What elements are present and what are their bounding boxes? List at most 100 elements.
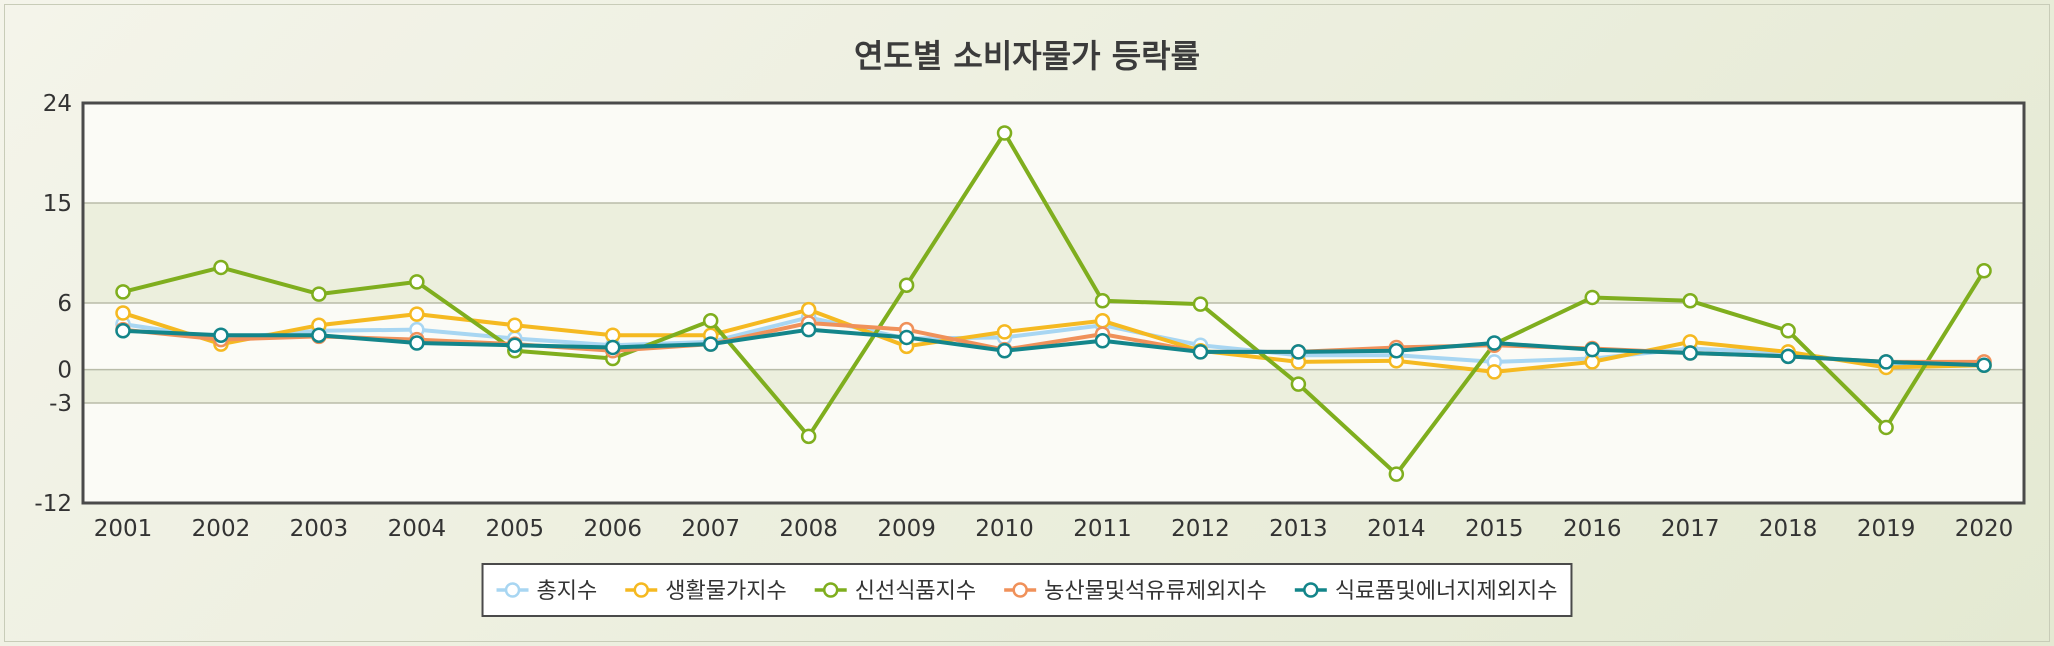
data-point — [1192, 344, 1209, 360]
data-point — [1780, 348, 1796, 365]
x-tick-label: 2003 — [290, 516, 349, 542]
data-point — [115, 305, 131, 321]
legend-item: 생활물가지수 — [625, 579, 787, 604]
legend-item: 농산물및석유류제외지수 — [1004, 579, 1267, 604]
data-point — [1682, 293, 1698, 309]
series-line — [122, 131, 1986, 477]
legend-label: 신선식품지수 — [855, 579, 976, 604]
x-tick-label: 2004 — [388, 516, 447, 542]
data-point — [996, 343, 1013, 359]
series-group — [115, 125, 1992, 482]
data-point — [409, 335, 425, 351]
legend: 총지수 생활물가지수 신선식품지수 농산물및석유류제외지수 식료품및에너지제외지수 — [481, 563, 1573, 617]
y-tick-label: -3 — [49, 391, 72, 417]
plot-band — [83, 403, 2024, 503]
series-line — [122, 327, 1985, 368]
x-axis-ticks: 2001 2002 2003 2004 2005 2006 2007 2008 2009 2010… — [94, 516, 2014, 542]
legend-marker — [822, 582, 839, 598]
legend-marker — [1303, 582, 1319, 598]
data-point — [996, 125, 1013, 141]
data-point — [213, 327, 229, 343]
plot-band — [83, 369, 2024, 403]
data-point — [115, 284, 131, 300]
x-tick-label: 2010 — [975, 516, 1034, 542]
data-point — [409, 306, 425, 322]
data-point — [605, 339, 621, 356]
data-point — [213, 259, 229, 276]
data-point — [1094, 333, 1111, 349]
data-point — [115, 323, 131, 339]
chart-title: 연도별 소비자물가 등락률 — [854, 37, 1200, 75]
data-point — [1290, 376, 1307, 392]
data-point — [311, 327, 327, 343]
y-axis-ticks: 24 15 6 0 -3 -12 — [34, 91, 72, 517]
data-point — [898, 329, 915, 346]
legend-item: 식료품및에너지제외지수 — [1294, 579, 1557, 604]
data-point — [311, 286, 327, 302]
x-tick-label: 2007 — [681, 516, 740, 542]
data-point — [409, 274, 425, 290]
legend-item: 신선식품지수 — [814, 579, 976, 604]
plot-band — [83, 103, 2024, 203]
data-point — [996, 324, 1013, 340]
x-tick-label: 2018 — [1759, 516, 1818, 542]
data-point — [1290, 344, 1307, 360]
x-tick-label: 2002 — [192, 516, 251, 542]
x-tick-label: 2008 — [779, 516, 838, 542]
data-point — [1388, 343, 1405, 359]
data-point — [800, 321, 817, 338]
y-tick-label: 15 — [43, 191, 72, 217]
data-point — [1094, 293, 1111, 309]
x-tick-label: 2006 — [583, 516, 642, 542]
x-tick-label: 2017 — [1661, 516, 1720, 542]
data-point — [1094, 313, 1111, 329]
legend-item: 총지수 — [496, 579, 598, 604]
chart-frame — [4, 4, 2050, 642]
data-point — [1192, 296, 1209, 312]
y-tick-label: 6 — [57, 291, 72, 317]
data-point — [1976, 357, 1992, 373]
x-tick-label: 2001 — [94, 516, 153, 542]
data-point — [1584, 289, 1600, 306]
legend-marker — [633, 582, 650, 598]
series-line — [122, 307, 1985, 374]
data-point — [1486, 335, 1503, 351]
x-tick-label: 2014 — [1367, 516, 1426, 542]
data-point — [1878, 354, 1894, 370]
legend-label: 농산물및석유류제외지수 — [1044, 579, 1267, 604]
x-tick-label: 2016 — [1563, 516, 1622, 542]
y-tick-label: 24 — [43, 91, 72, 117]
x-tick-label: 2019 — [1857, 516, 1916, 542]
data-point — [702, 313, 719, 329]
data-point — [1584, 341, 1600, 358]
legend-marker — [1012, 582, 1028, 598]
data-point — [1486, 364, 1503, 380]
x-tick-label: 2020 — [1955, 516, 2014, 542]
data-point — [800, 301, 817, 318]
series-lines — [115, 125, 1992, 482]
x-tick-label: 2015 — [1465, 516, 1524, 542]
data-point — [1976, 263, 1992, 279]
data-point — [507, 337, 523, 353]
plot-border — [81, 101, 2026, 505]
series-group — [115, 321, 1992, 373]
data-point — [1878, 419, 1894, 436]
data-point — [800, 428, 817, 445]
legend-marker — [504, 582, 521, 598]
data-point — [1388, 466, 1405, 482]
y-tick-label: 0 — [57, 358, 72, 384]
x-tick-label: 2011 — [1073, 516, 1132, 542]
x-tick-label: 2012 — [1171, 516, 1230, 542]
data-point — [702, 336, 719, 352]
x-tick-label: 2005 — [486, 516, 545, 542]
legend-label: 총지수 — [537, 579, 598, 604]
data-point — [507, 317, 523, 333]
legend-label: 생활물가지수 — [665, 579, 786, 604]
series-line — [122, 315, 1985, 368]
data-point — [1682, 345, 1698, 361]
y-tick-label: -12 — [34, 491, 72, 517]
data-point — [1780, 323, 1796, 339]
data-point — [898, 277, 915, 293]
x-tick-label: 2013 — [1269, 516, 1328, 542]
